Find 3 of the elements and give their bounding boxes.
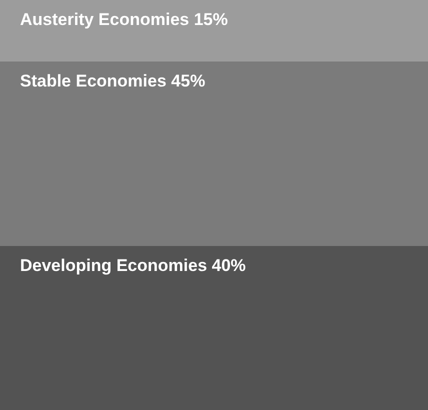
data-label: Austerity Economies 15% — [20, 10, 228, 29]
data-label: Stable Economies 45% — [20, 72, 206, 90]
data-label: Developing Economies 40% — [20, 256, 246, 275]
